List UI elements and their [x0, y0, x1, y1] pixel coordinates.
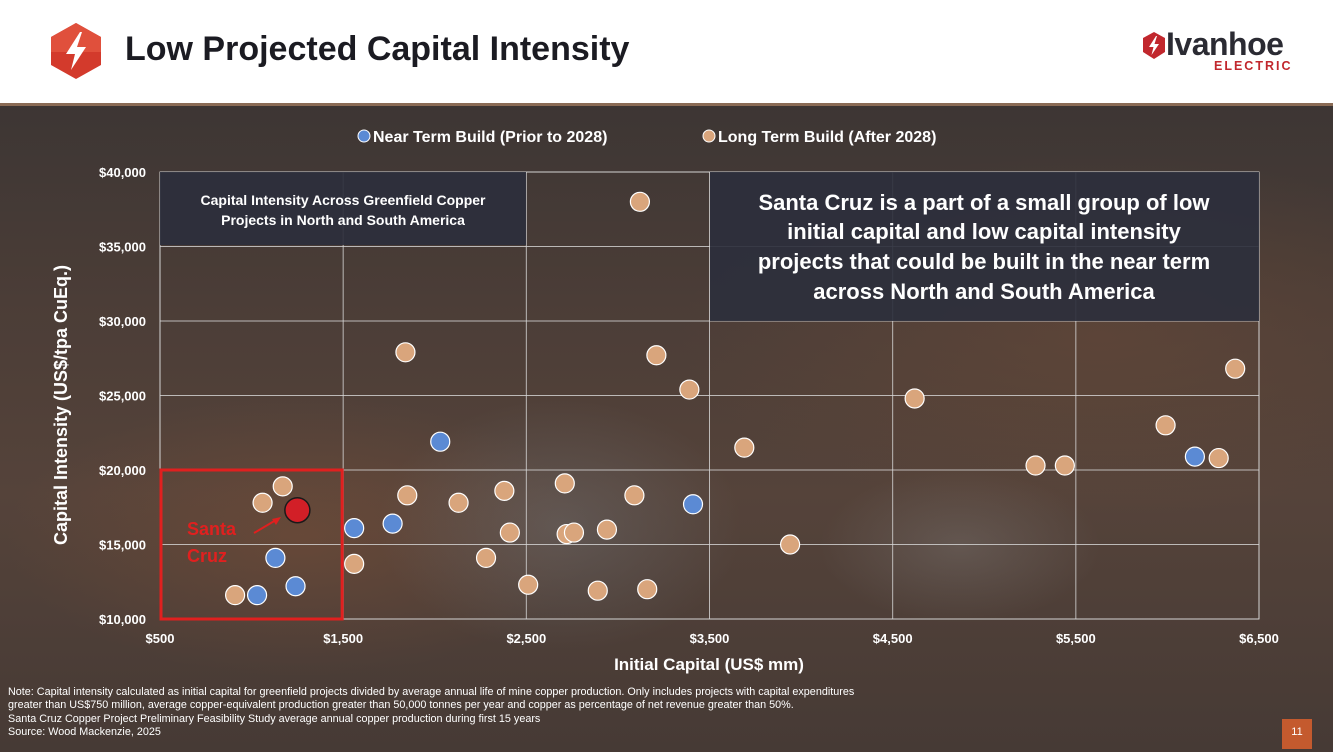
long-term-point	[1025, 455, 1046, 476]
long-term-point	[397, 485, 418, 506]
legend-label-long: Long Term Build (After 2028)	[718, 129, 936, 146]
highlight-region	[159, 468, 344, 621]
x-tick-label: $3,500	[690, 631, 730, 646]
santa-cruz-arrowhead	[272, 517, 281, 525]
footnote-line4: Source: Wood Mackenzie, 2025	[8, 726, 161, 739]
long-term-point	[395, 342, 416, 363]
long-term-point	[499, 522, 520, 543]
logo-bolt-icon	[1143, 32, 1165, 59]
long-term-point	[596, 519, 618, 540]
long-term-point	[637, 579, 658, 600]
long-term-point	[344, 553, 365, 574]
chart-title-line2: Projects in North and South America	[221, 212, 465, 228]
long-term-point	[734, 437, 755, 458]
chart-title-box: Capital Intensity Across Greenfield Copp…	[160, 172, 526, 245]
callout-box: Santa Cruz is a part of a small group of…	[710, 172, 1259, 321]
near-term-point	[285, 576, 306, 597]
long-term-point	[646, 345, 667, 366]
chart-title-line1: Capital Intensity Across Greenfield Copp…	[201, 192, 487, 208]
long-term-point	[1155, 415, 1176, 436]
near-term-point	[265, 547, 286, 569]
legend-marker-near	[357, 129, 371, 143]
long-term-point	[448, 492, 469, 513]
legend: Near Term Build (Prior to 2028) Long Ter…	[357, 129, 936, 146]
x-tick-label: $1,500	[323, 631, 363, 646]
long-term-point	[518, 574, 539, 595]
santa-cruz-label: Santa Cruz	[187, 517, 281, 566]
x-tick-label: $5,500	[1056, 631, 1096, 646]
data-points	[224, 191, 1246, 606]
legend-label-near: Near Term Build (Prior to 2028)	[373, 129, 607, 146]
near-term-point	[246, 585, 268, 606]
long-term-point	[1208, 447, 1229, 469]
near-term-point	[382, 513, 403, 534]
x-tick-label: $6,500	[1239, 631, 1279, 646]
long-term-point	[554, 473, 575, 494]
y-tick-label: $15,000	[99, 538, 146, 553]
long-term-point	[904, 388, 925, 409]
long-term-point	[1054, 455, 1075, 476]
page-number: 11	[1282, 719, 1312, 749]
callout-line4: across North and South America	[813, 279, 1155, 304]
y-tick-label: $40,000	[99, 165, 146, 180]
near-term-point	[344, 518, 365, 539]
logo-wordmark: Ivanhoe	[1166, 26, 1284, 62]
long-term-point	[779, 534, 801, 555]
y-tick-label: $35,000	[99, 240, 146, 255]
lightning-bolt-icon	[51, 23, 101, 79]
footnote-line3: Santa Cruz Copper Project Preliminary Fe…	[8, 712, 541, 725]
company-logo: Ivanhoe ELECTRIC	[1142, 26, 1293, 76]
santa-cruz-point	[284, 496, 311, 524]
footnote-line2: greater than US$750 million, average cop…	[8, 699, 794, 712]
y-tick-label: $20,000	[99, 463, 146, 478]
callout-line2: initial capital and low capital intensit…	[787, 219, 1181, 244]
santa-cruz-label-line2: Cruz	[187, 546, 227, 566]
callout-line1: Santa Cruz is a part of a small group of…	[758, 190, 1210, 215]
santa-cruz-highlight-box	[159, 468, 344, 621]
footnote: Note: Capital intensity calculated as in…	[8, 686, 1018, 740]
long-term-point	[494, 480, 515, 501]
near-term-point	[1184, 446, 1205, 467]
long-term-point	[679, 379, 700, 400]
near-term-point	[682, 494, 704, 515]
x-tick-label: $2,500	[506, 631, 546, 646]
y-tick-label: $10,000	[99, 612, 146, 627]
page-title: Low Projected Capital Intensity	[125, 30, 630, 68]
y-tick-label: $30,000	[99, 314, 146, 329]
x-tick-label: $4,500	[873, 631, 913, 646]
long-term-point	[1225, 358, 1246, 379]
long-term-point	[224, 585, 246, 606]
long-term-point	[587, 580, 608, 601]
axis-ticks: $500 $1,500 $2,500 $3,500 $4,500 $5,500 $6,500…	[99, 165, 1279, 646]
x-tick-label: $500	[146, 631, 175, 646]
slide-header: Low Projected Capital Intensity Ivanhoe …	[0, 0, 1333, 103]
long-term-point	[629, 191, 650, 212]
legend-marker-long	[702, 129, 716, 143]
long-term-point	[272, 476, 293, 497]
long-term-point	[252, 492, 273, 513]
long-term-point	[563, 522, 585, 543]
long-term-point	[624, 485, 645, 506]
logo-subtitle: ELECTRIC	[1214, 59, 1293, 73]
callout-line3: projects that could be built in the near…	[758, 249, 1210, 274]
long-term-point	[475, 547, 497, 569]
santa-cruz-arrow	[253, 519, 277, 534]
footnote-line1: Note: Capital intensity calculated as in…	[8, 686, 855, 698]
y-tick-label: $25,000	[99, 389, 146, 404]
near-term-point	[430, 431, 451, 452]
y-axis-label: Capital Intensity (US$/tpa CuEq.)	[51, 265, 71, 545]
x-axis-label: Initial Capital (US$ mm)	[614, 655, 804, 674]
santa-cruz-label-line1: Santa	[187, 519, 237, 539]
